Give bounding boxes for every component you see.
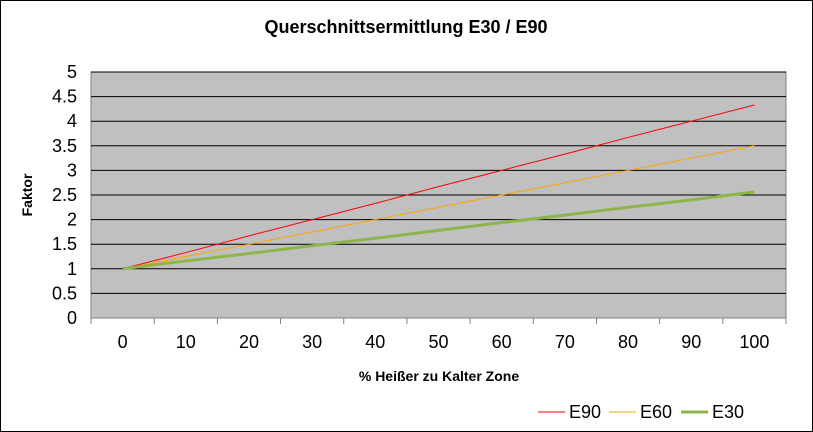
y-tick-label: 4: [67, 111, 77, 131]
chart-title: Querschnittsermittlung E30 / E90: [264, 17, 547, 37]
x-tick-label: 10: [176, 332, 196, 352]
series-lines: [122, 104, 755, 271]
x-tick-label: 100: [739, 332, 769, 352]
x-tick-label: 50: [428, 332, 448, 352]
y-tick-label: 1.5: [52, 234, 77, 254]
y-tick-label: 0.5: [52, 283, 77, 303]
y-tick-label: 2: [67, 210, 77, 230]
legend-item-e90: E90: [538, 402, 601, 422]
gridlines: [91, 71, 786, 294]
x-tick-label: 0: [118, 332, 128, 352]
y-tick-label: 2.5: [52, 185, 77, 205]
y-tick-label: 5: [67, 62, 77, 82]
x-tick-label: 20: [239, 332, 259, 352]
x-tick-label: 30: [302, 332, 322, 352]
series-line-e90: [122, 104, 755, 270]
x-axis-tick-marks: [90, 318, 787, 324]
legend: E90 E60 E30: [538, 402, 744, 422]
y-axis-tick-labels: 0 0.5 1 1.5 2 2.5 3 3.5 4 4.5 5: [52, 62, 77, 328]
x-tick-label: 40: [365, 332, 385, 352]
y-tick-label: 3.5: [52, 136, 77, 156]
x-tick-label: 70: [555, 332, 575, 352]
legend-label: E90: [569, 402, 601, 422]
legend-item-e60: E60: [609, 402, 672, 422]
legend-label: E60: [640, 402, 672, 422]
x-axis-tick-labels: 0 10 20 30 40 50 60 70 80 90 100: [118, 332, 770, 352]
y-tick-label: 4.5: [52, 87, 77, 107]
x-tick-label: 90: [681, 332, 701, 352]
legend-label: E30: [712, 402, 744, 422]
y-tick-label: 0: [67, 308, 77, 328]
y-tick-label: 3: [67, 160, 77, 180]
x-tick-label: 80: [618, 332, 638, 352]
y-axis-title: Faktor: [19, 173, 35, 216]
series-line-e60: [122, 145, 755, 270]
series-line-e30: [122, 190, 755, 271]
y-tick-label: 1: [67, 259, 77, 279]
x-tick-label: 60: [492, 332, 512, 352]
x-axis-title: % Heißer zu Kalter Zone: [359, 368, 519, 384]
legend-item-e30: E30: [681, 402, 744, 422]
